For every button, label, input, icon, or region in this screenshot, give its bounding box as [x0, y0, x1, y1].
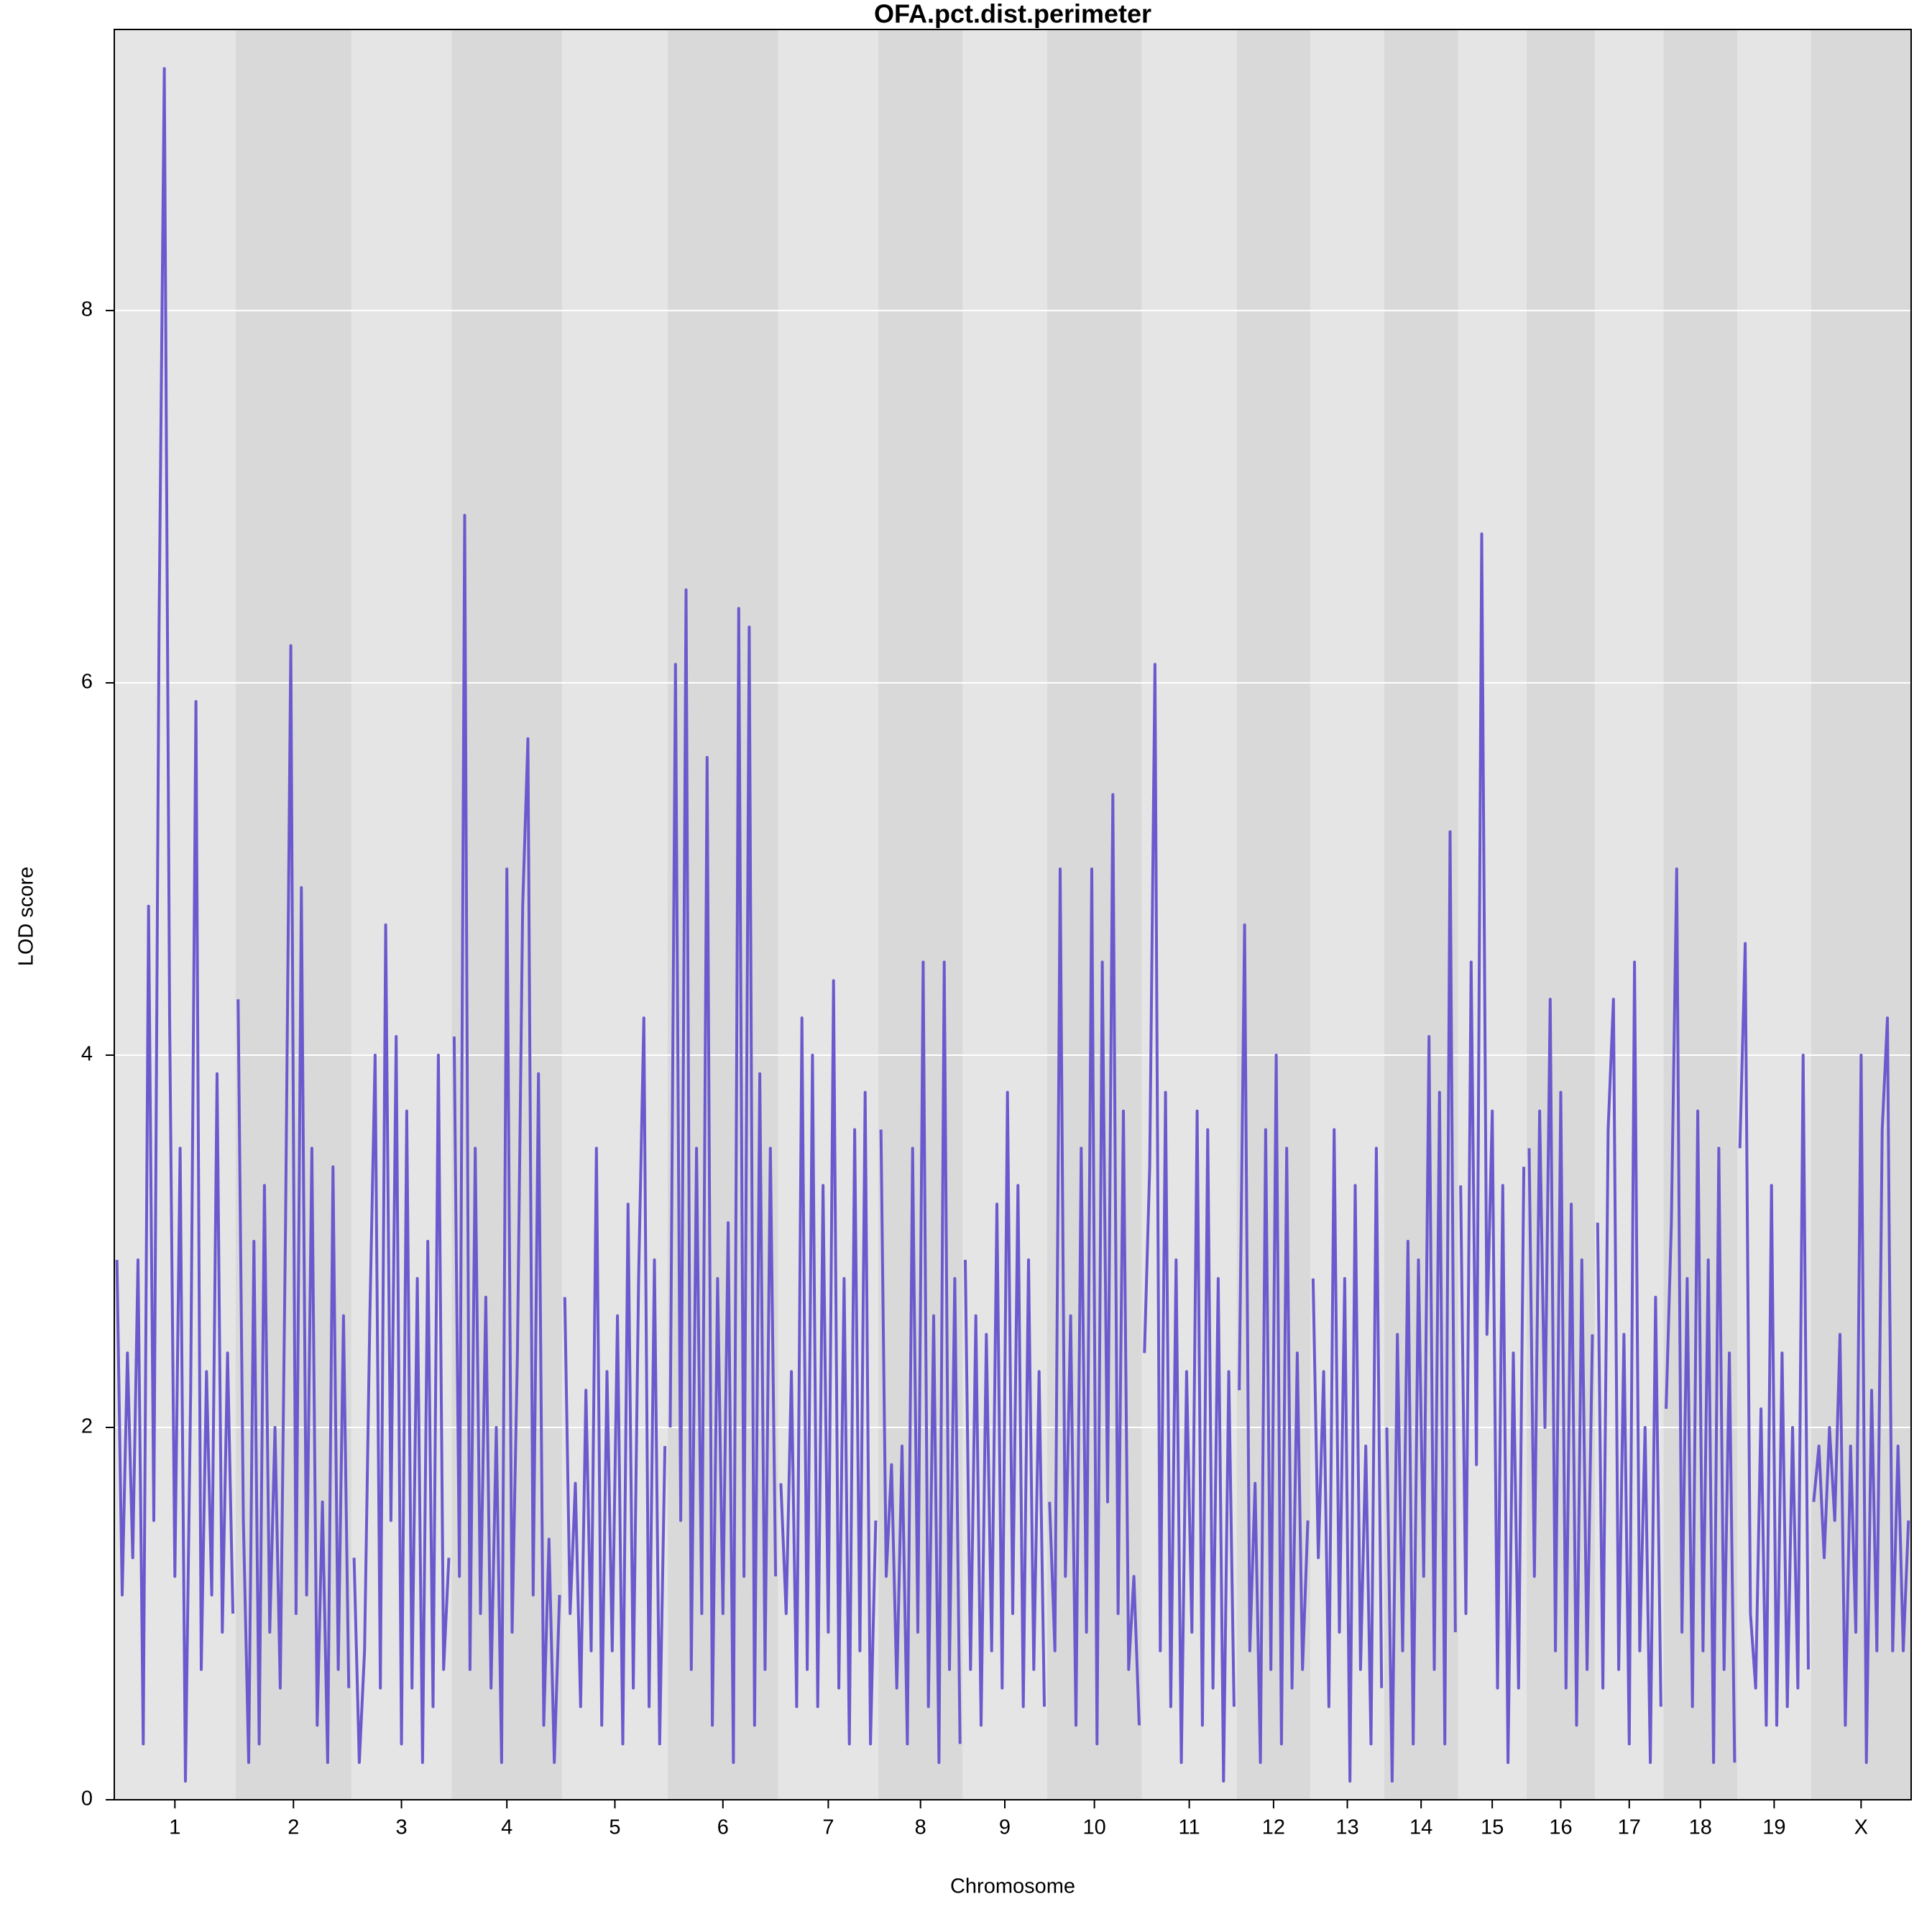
lod-line: [1143, 663, 1236, 1783]
y-tick-label: 4: [81, 1043, 93, 1066]
lod-line: [1238, 923, 1310, 1765]
x-tick-label: 10: [1083, 1816, 1106, 1839]
x-tick-label: 19: [1762, 1816, 1785, 1839]
lod-line: [964, 1090, 1046, 1727]
lod-line: [236, 644, 351, 1765]
x-tick-label: 17: [1618, 1816, 1641, 1839]
x-tick-label: 16: [1549, 1816, 1572, 1839]
chart-title: OFA.pct.dist.perimeter: [874, 0, 1151, 29]
y-axis-label: LOD score: [15, 867, 38, 967]
y-tick-label: 2: [81, 1415, 93, 1438]
lod-line: [1812, 1016, 1910, 1765]
x-tick-label: 2: [288, 1816, 299, 1839]
x-tick-label: X: [1854, 1816, 1868, 1839]
x-tick-label: 14: [1409, 1816, 1432, 1839]
lod-line: [1385, 830, 1457, 1783]
lod-line: [563, 1016, 667, 1746]
x-tick-label: 15: [1481, 1816, 1504, 1839]
frame: [114, 29, 1912, 1800]
lod-line: [1738, 942, 1810, 1727]
lod-line: [1665, 868, 1736, 1765]
lod-line: [1048, 793, 1141, 1746]
x-tick-label: 8: [915, 1816, 926, 1839]
lod-line: [879, 960, 962, 1765]
x-tick-label: 7: [822, 1816, 834, 1839]
lod-line: [779, 979, 878, 1746]
x-tick-label: 12: [1262, 1816, 1285, 1839]
lod-line: [668, 588, 778, 1765]
lod-line: [115, 67, 234, 1783]
x-tick-label: 13: [1335, 1816, 1358, 1839]
x-axis-label: Chromosome: [950, 1875, 1075, 1898]
x-tick-label: 1: [169, 1816, 180, 1839]
lod-line: [452, 514, 561, 1765]
lines: [115, 67, 1910, 1783]
x-tick-label: 6: [717, 1816, 729, 1839]
x-tick-label: 9: [999, 1816, 1011, 1839]
x-tick-label: 5: [609, 1816, 620, 1839]
lod-line: [1596, 960, 1662, 1765]
y-tick-label: 8: [81, 298, 93, 321]
chromosome-band: [667, 29, 778, 1800]
lod-line: [352, 923, 451, 1765]
y-tick-label: 6: [81, 671, 93, 694]
x-tick-label: 3: [395, 1816, 407, 1839]
lod-line: [1527, 998, 1594, 1727]
y-tick-label: 0: [81, 1788, 93, 1811]
x-tick-label: 11: [1179, 1816, 1200, 1839]
lod-line: [1311, 1128, 1384, 1783]
lod-line: [1459, 532, 1526, 1765]
x-tick-label: 4: [501, 1816, 512, 1839]
x-tick-label: 18: [1689, 1816, 1712, 1839]
